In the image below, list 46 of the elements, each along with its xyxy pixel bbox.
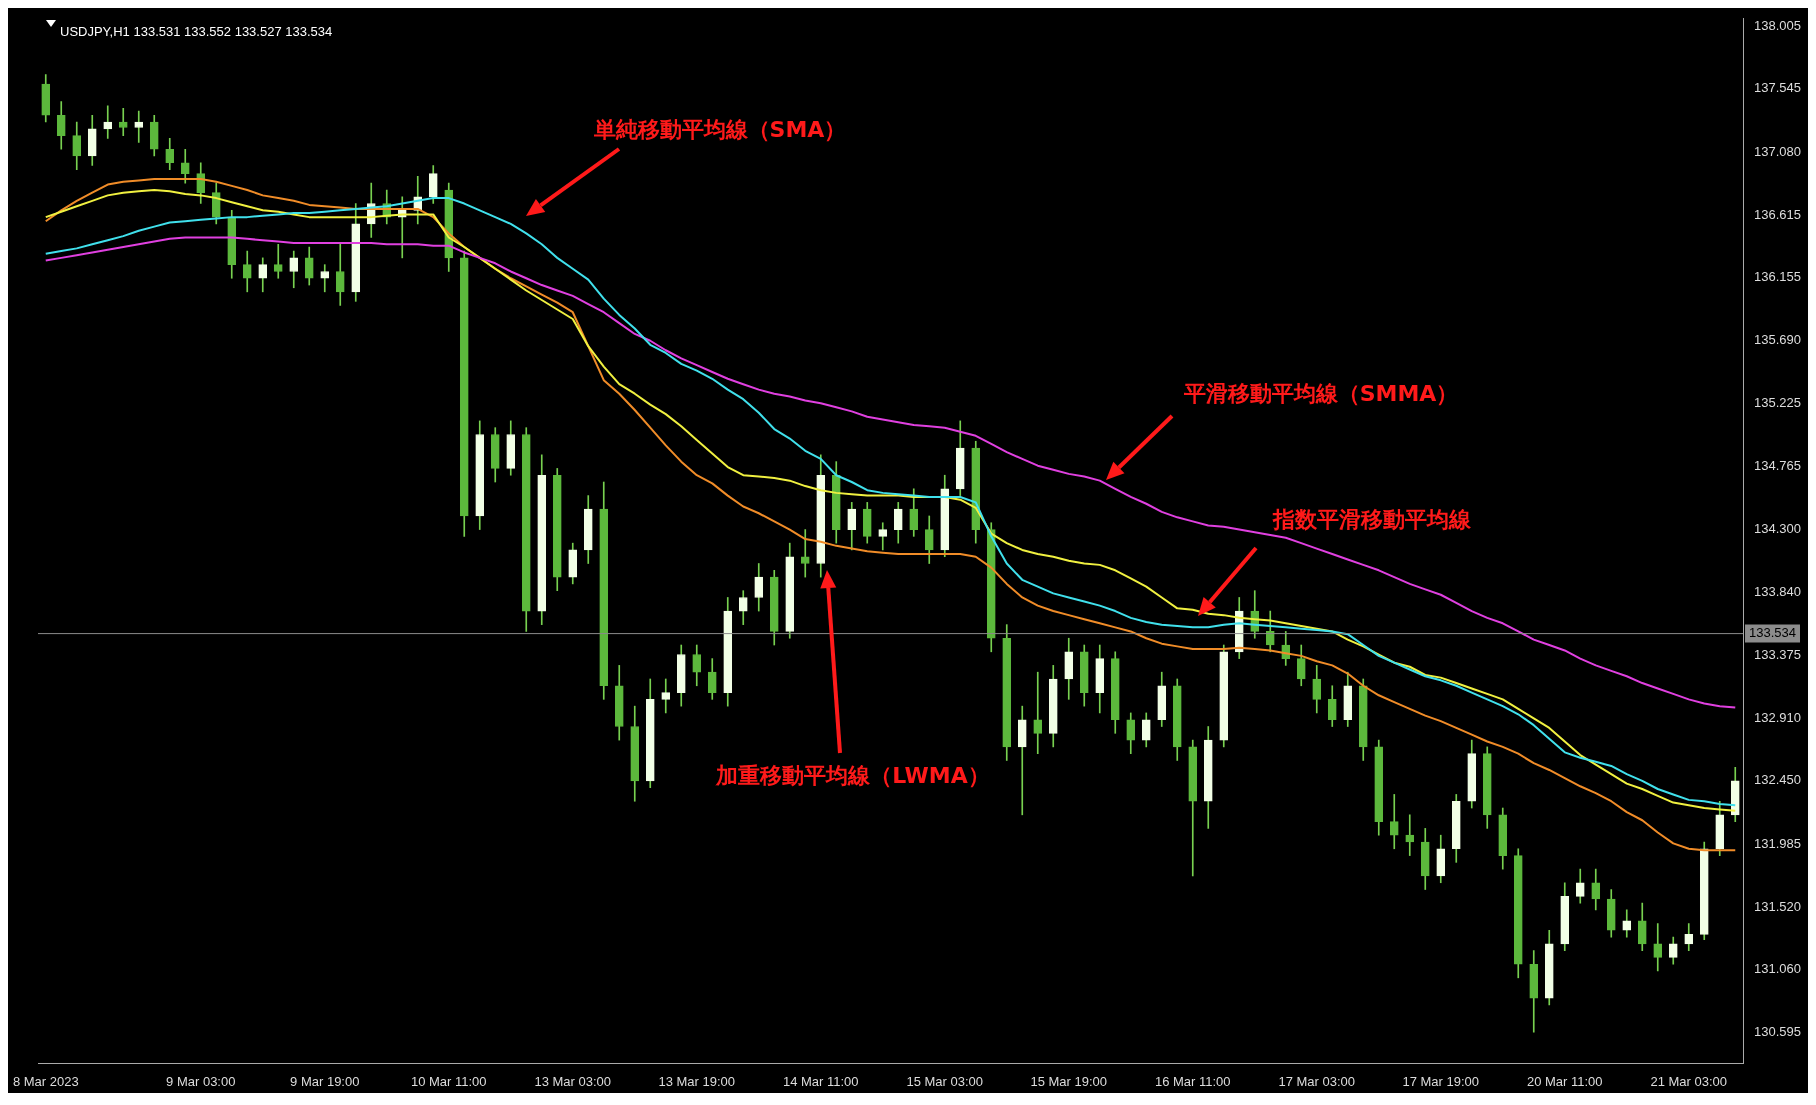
x-tick-label: 15 Mar 19:00 xyxy=(1030,1073,1108,1089)
candlestick xyxy=(134,110,144,143)
candlestick xyxy=(1033,671,1043,755)
x-tick-label: 8 Mar 2023 xyxy=(12,1073,79,1089)
candlestick xyxy=(103,105,113,139)
annotation: 指数平滑移動平均線 xyxy=(1273,506,1471,534)
ref-line-label: 133.534 xyxy=(1749,625,1797,641)
candlestick xyxy=(118,108,128,136)
x-tick-label: 10 Mar 11:00 xyxy=(410,1073,487,1089)
y-tick-label: 132.910 xyxy=(1754,709,1802,725)
y-tick-label: 135.690 xyxy=(1754,332,1802,348)
x-tick-label: 20 Mar 11:00 xyxy=(1526,1073,1603,1089)
x-tick-label: 16 Mar 11:00 xyxy=(1154,1073,1231,1089)
candlestick xyxy=(661,678,671,714)
y-tick-label: 130.595 xyxy=(1754,1024,1802,1040)
x-tick-label: 13 Mar 03:00 xyxy=(534,1073,612,1089)
y-tick-label: 138.005 xyxy=(1754,17,1802,33)
y-tick-label: 133.840 xyxy=(1754,583,1802,599)
y-tick-label: 136.615 xyxy=(1754,206,1802,222)
x-tick-label: 17 Mar 19:00 xyxy=(1402,1073,1480,1089)
x-tick-label: 9 Mar 19:00 xyxy=(290,1073,360,1089)
candlestick xyxy=(800,529,810,578)
candlestick xyxy=(273,243,283,279)
annotation: 平滑移動平均線（SMMA） xyxy=(1183,380,1459,408)
y-tick-label: 131.520 xyxy=(1754,898,1802,914)
x-tick-label: 14 Mar 11:00 xyxy=(782,1073,859,1089)
y-tick-label: 137.080 xyxy=(1754,143,1802,159)
y-tick-label: 134.765 xyxy=(1754,457,1802,473)
y-tick-label: 132.450 xyxy=(1754,772,1802,788)
y-tick-label: 133.375 xyxy=(1754,646,1802,662)
y-tick-label: 137.545 xyxy=(1754,80,1802,96)
x-tick-label: 9 Mar 03:00 xyxy=(166,1073,236,1089)
y-tick-label: 131.985 xyxy=(1754,835,1802,851)
candlestick xyxy=(1405,814,1415,856)
annotation: 加重移動平均線（LWMA） xyxy=(716,762,990,790)
annotation: 単純移動平均線（SMA） xyxy=(593,116,847,144)
y-tick-label: 135.225 xyxy=(1754,395,1802,411)
x-tick-label: 17 Mar 03:00 xyxy=(1278,1073,1356,1089)
y-tick-label: 131.060 xyxy=(1754,961,1802,977)
x-tick-label: 15 Mar 03:00 xyxy=(906,1073,984,1089)
text: USDJPY,H1 133.531 133.552 133.527 133.534 xyxy=(60,24,333,40)
candlestick xyxy=(1017,705,1027,816)
y-tick-label: 136.155 xyxy=(1754,269,1802,285)
x-tick-label: 21 Mar 03:00 xyxy=(1650,1073,1728,1089)
x-tick-label: 13 Mar 19:00 xyxy=(658,1073,736,1089)
y-tick-label: 134.300 xyxy=(1754,521,1802,537)
